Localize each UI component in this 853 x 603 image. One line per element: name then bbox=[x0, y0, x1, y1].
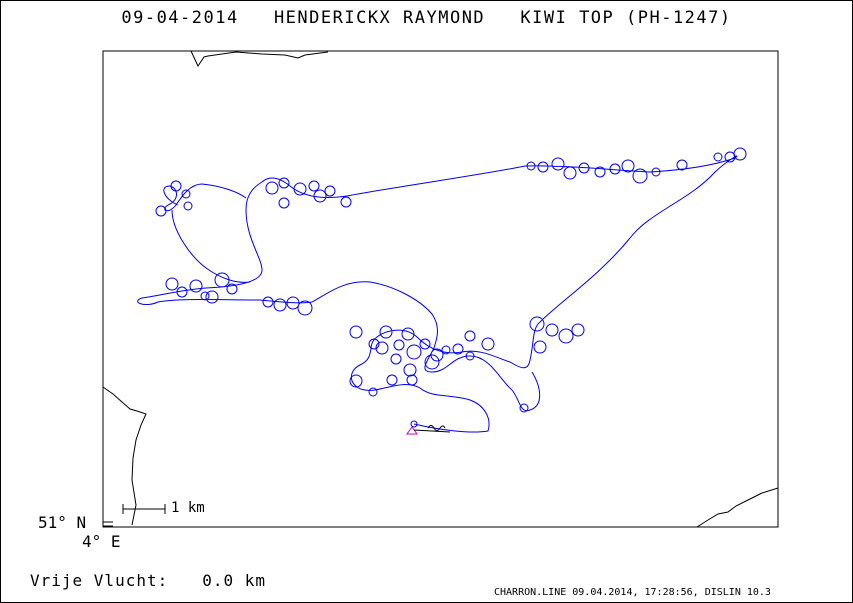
takeoff-segment bbox=[413, 429, 451, 433]
takeoff-small-loop bbox=[410, 420, 418, 428]
boundary-bottom-right bbox=[696, 487, 779, 528]
boundary-lines bbox=[102, 50, 779, 528]
takeoff-wiggle bbox=[427, 425, 446, 431]
map-border bbox=[102, 50, 779, 528]
distance-value: 0.0 km bbox=[202, 571, 267, 590]
flight-date: 09-04-2014 bbox=[121, 8, 239, 28]
latitude-label: 51° N bbox=[38, 513, 87, 532]
boundary-left bbox=[102, 386, 147, 526]
flight-track bbox=[137, 147, 747, 433]
scale-bar bbox=[122, 504, 166, 514]
longitude-label: 4° E bbox=[82, 532, 121, 551]
boundary-top bbox=[190, 50, 329, 68]
footer-info: CHARRON.LINE 09.04.2014, 17:28:56, DISLI… bbox=[494, 587, 771, 598]
distance-readout: Vrije Vlucht: 0.0 km bbox=[30, 571, 266, 590]
pilot-name: HENDERICKX RAYMOND bbox=[273, 8, 486, 28]
distance-label: Vrije Vlucht: bbox=[30, 571, 169, 590]
scale-bar-label: 1 km bbox=[171, 500, 205, 516]
glider-name: KIWI TOP (PH-1247) bbox=[520, 8, 732, 28]
page-title: 09-04-2014 HENDERICKX RAYMOND KIWI TOP (… bbox=[0, 8, 853, 28]
